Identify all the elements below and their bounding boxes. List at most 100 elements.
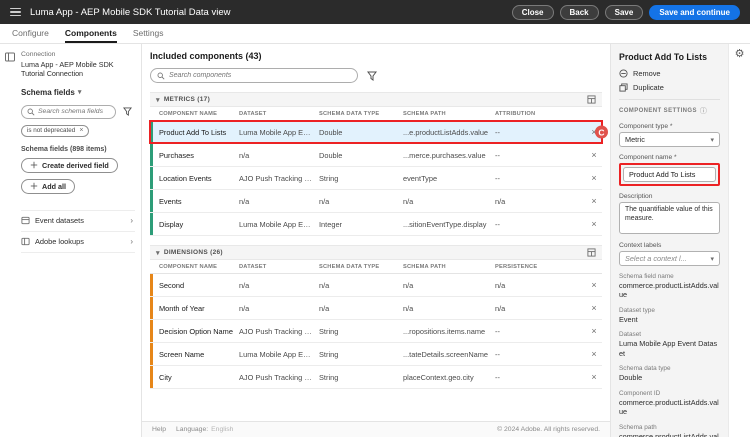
components-search-input[interactable] — [169, 72, 351, 79]
filter-chip-not-deprecated[interactable]: is not deprecated × — [21, 124, 90, 137]
remove-component-icon[interactable]: × — [586, 150, 602, 160]
column-settings-icon[interactable] — [587, 248, 596, 257]
remove-component-icon[interactable]: × — [586, 303, 602, 313]
lookup-icon — [21, 237, 30, 246]
row-color-bar — [150, 343, 153, 365]
remove-component-icon[interactable]: × — [586, 196, 602, 206]
cell-component-name: Screen Name — [159, 349, 205, 359]
cell-persistence: n/a — [495, 303, 506, 313]
cell-schema-data-type: String — [319, 349, 339, 359]
remove-component-icon[interactable]: × — [586, 127, 602, 137]
remove-component-icon[interactable]: × — [586, 219, 602, 229]
annotation-callout: C — [595, 125, 608, 139]
search-icon — [27, 108, 35, 116]
schema-fields-dropdown[interactable]: Schema fields ▾ — [21, 88, 135, 97]
remove-component-icon[interactable]: × — [586, 372, 602, 382]
col-dataset: DATASET — [239, 263, 267, 270]
top-bar: Luma App - AEP Mobile SDK Tutorial Data … — [0, 0, 750, 24]
sidebar-item-adobe-lookups[interactable]: Adobe lookups › — [21, 232, 135, 253]
table-row-display[interactable]: Display Luma Mobile App Event... Integer… — [150, 213, 602, 236]
description-textarea[interactable]: The quantifiable value of this measure. — [619, 202, 720, 234]
cell-dataset: n/a — [239, 196, 250, 206]
sidebar-item-event-datasets[interactable]: Event datasets › — [21, 211, 135, 232]
cell-schema-path: placeContext.geo.city — [403, 372, 474, 382]
divider — [619, 99, 720, 100]
col-component-name: COMPONENT NAME — [159, 263, 218, 270]
table-row-purchases[interactable]: Purchases n/a Double ...merce.purchases.… — [150, 144, 602, 167]
help-link[interactable]: Help — [152, 426, 166, 433]
back-button[interactable]: Back — [559, 4, 599, 20]
cell-attribution: -- — [495, 173, 500, 183]
save-button[interactable]: Save — [604, 4, 644, 20]
table-row-screen-name[interactable]: Screen Name Luma Mobile App Event... Str… — [150, 343, 602, 366]
schema-filter-icon[interactable] — [120, 105, 135, 119]
col-dataset: DATASET — [239, 110, 267, 117]
menu-icon[interactable] — [10, 7, 21, 17]
info-icon[interactable]: ⓘ — [699, 108, 708, 115]
language-select[interactable]: Language: English — [176, 426, 233, 433]
adobe-lookups-label: Adobe lookups — [35, 237, 84, 247]
metrics-section-header[interactable]: ▾ METRICS (17) — [150, 92, 602, 107]
cell-schema-path: ...merce.purchases.value — [403, 150, 486, 160]
close-icon[interactable]: × — [79, 127, 84, 135]
remove-component-icon[interactable]: × — [586, 326, 602, 336]
duplicate-action[interactable]: Duplicate — [619, 83, 720, 92]
tab-configure[interactable]: Configure — [12, 27, 49, 38]
remove-component-icon[interactable]: × — [586, 280, 602, 290]
component-name-label: Component name * — [619, 154, 677, 161]
table-row-decision-option-name[interactable]: Decision Option Name AJO Push Tracking E… — [150, 320, 602, 343]
row-color-bar — [150, 320, 153, 342]
main-column: Included components (43) ▾ METR — [142, 44, 610, 437]
components-filter-icon[interactable] — [364, 69, 379, 83]
cell-attribution: n/a — [495, 196, 506, 206]
remove-action[interactable]: Remove — [619, 69, 720, 78]
dataset-icon — [21, 216, 30, 225]
cell-component-name: Display — [159, 219, 184, 229]
cell-component-name: Decision Option Name — [159, 326, 233, 336]
create-derived-field-button[interactable]: Create derived field — [21, 157, 118, 173]
field-schema-path: Schema path commerce.productListAdds.val… — [619, 424, 720, 437]
top-bar-actions: Close Back Save Save and continue — [511, 4, 740, 20]
row-color-bar — [150, 121, 153, 143]
dimensions-section-header[interactable]: ▾ DIMENSIONS (26) — [150, 245, 602, 260]
save-and-continue-button[interactable]: Save and continue — [649, 4, 740, 20]
chevron-down-icon: ▾ — [77, 89, 82, 97]
remove-component-icon[interactable]: × — [586, 349, 602, 359]
component-type-select[interactable]: Metric ▾ — [619, 132, 720, 147]
cell-component-name: Location Events — [159, 173, 212, 183]
context-labels-select[interactable]: Select a context l... ▾ — [619, 251, 720, 266]
tab-components[interactable]: Components — [64, 24, 117, 43]
schema-search-input[interactable] — [38, 108, 110, 116]
component-settings-heading: COMPONENT SETTINGS ⓘ — [619, 106, 720, 116]
schema-search-row — [21, 104, 135, 119]
gear-icon[interactable]: ⚙ — [734, 48, 745, 60]
add-all-button[interactable]: Add all — [21, 178, 75, 194]
close-button[interactable]: Close — [511, 4, 554, 20]
tab-settings[interactable]: Settings — [132, 27, 164, 38]
field-value: commerce.productListAdds.value — [619, 397, 719, 417]
col-schema-data-type: SCHEMA DATA TYPE — [319, 110, 380, 117]
table-row-events[interactable]: Events n/a n/a n/a n/a × — [150, 190, 602, 213]
field-dataset-type: Dataset type Event — [619, 307, 720, 324]
cell-component-name: Month of Year — [159, 303, 205, 313]
table-row-month-of-year[interactable]: Month of Year n/a n/a n/a n/a × — [150, 297, 602, 320]
field-label: Schema data type — [619, 365, 671, 373]
cell-attribution: -- — [495, 219, 500, 229]
cell-component-name: City — [159, 372, 172, 382]
connection-label: Connection — [21, 51, 56, 58]
remove-label: Remove — [633, 69, 661, 78]
table-row-city[interactable]: City AJO Push Tracking Expe... String pl… — [150, 366, 602, 389]
table-row-product-add-to-lists[interactable]: Product Add To Lists Luma Mobile App Eve… — [149, 120, 608, 144]
panel-collapse-icon[interactable] — [5, 52, 15, 62]
remove-component-icon[interactable]: × — [586, 173, 602, 183]
component-name-input[interactable] — [623, 167, 716, 182]
cell-schema-data-type: Integer — [319, 219, 343, 229]
table-row-location-events[interactable]: Location Events AJO Push Tracking Expe..… — [150, 167, 602, 190]
components-search-box[interactable] — [150, 68, 358, 83]
cell-schema-data-type: String — [319, 372, 339, 382]
schema-search-box[interactable] — [21, 104, 116, 119]
table-row-second[interactable]: Second n/a n/a n/a n/a × — [150, 274, 602, 297]
component-title: Product Add To Lists — [619, 52, 707, 62]
column-settings-icon[interactable] — [587, 95, 596, 104]
